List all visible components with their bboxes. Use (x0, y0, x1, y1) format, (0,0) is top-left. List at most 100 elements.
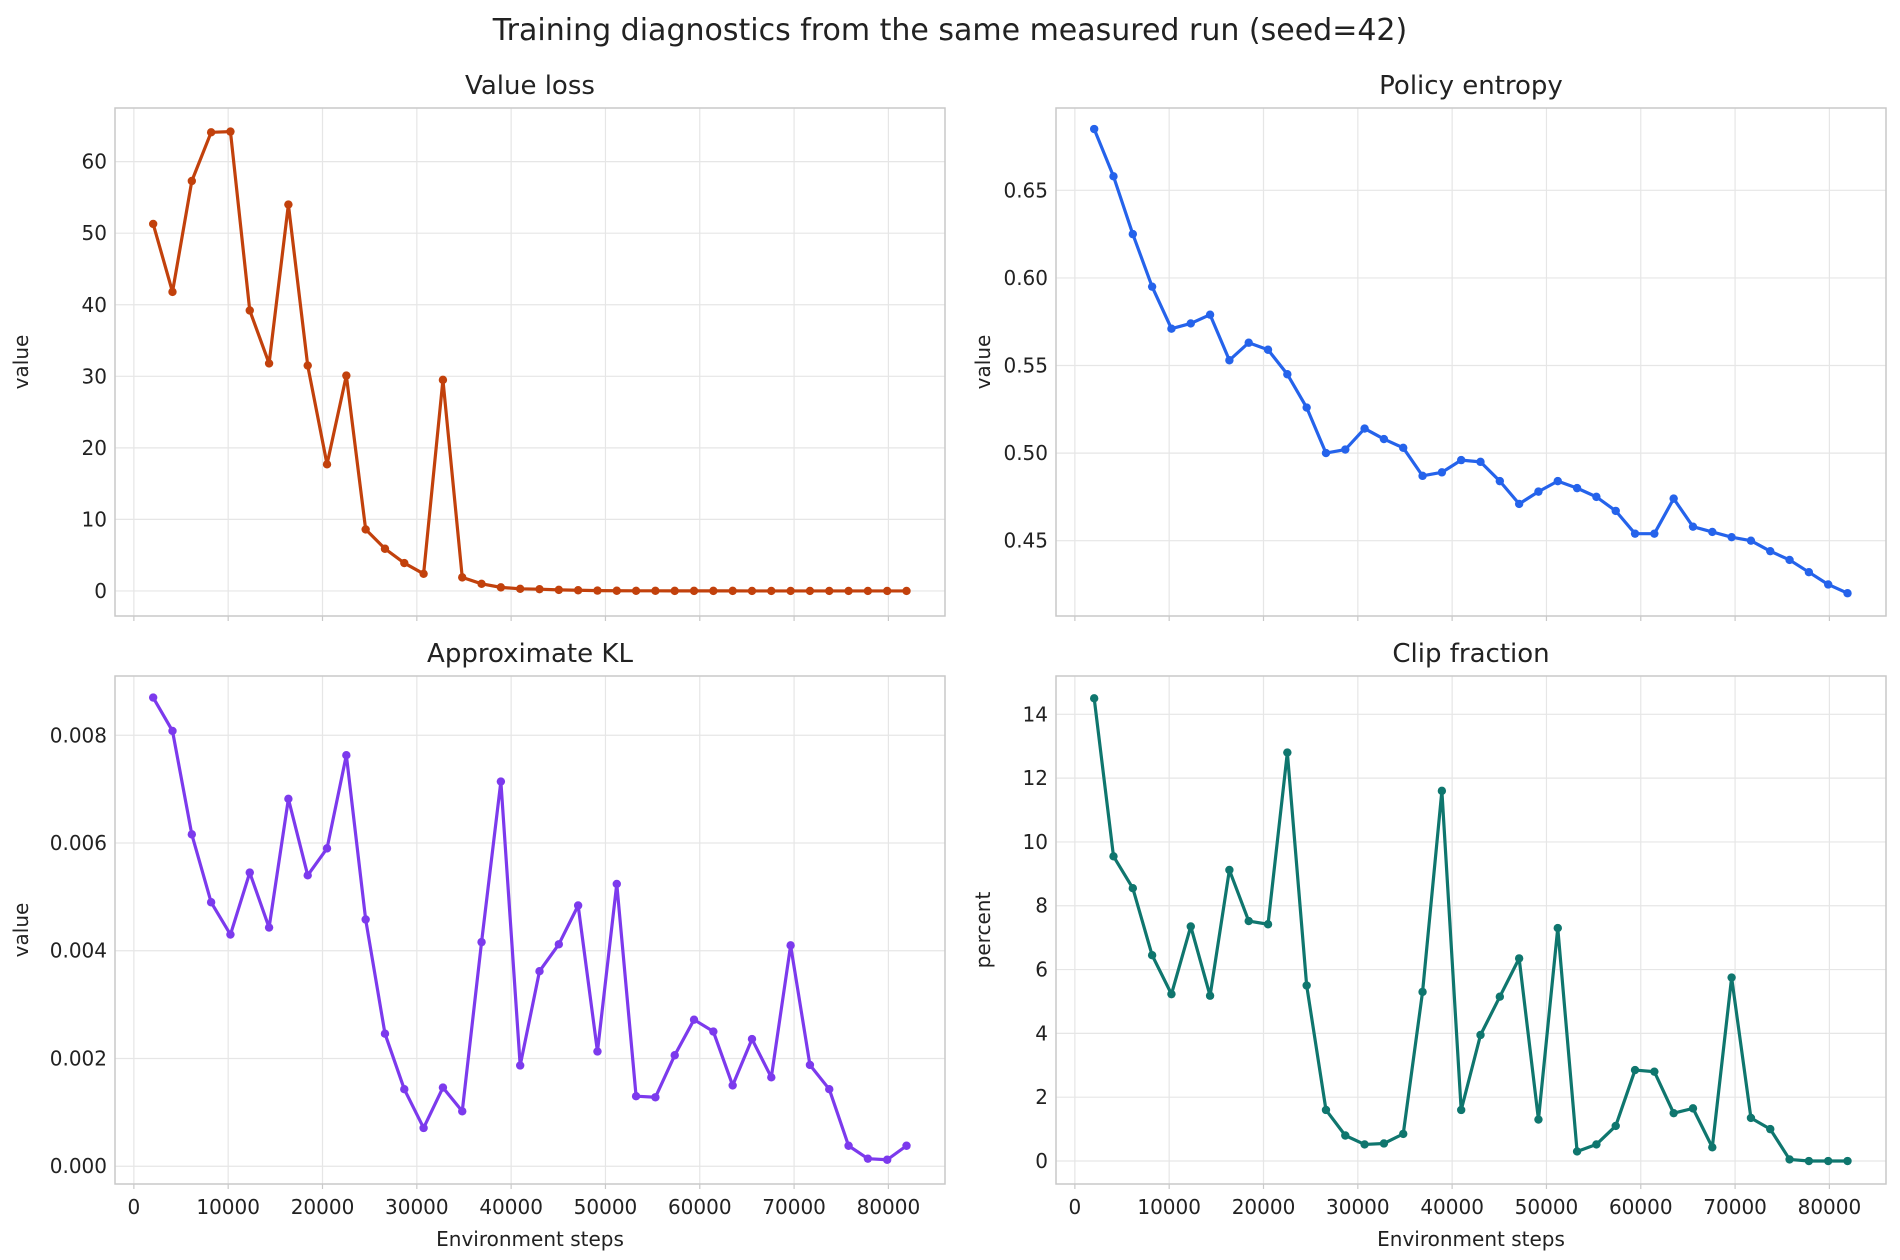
data-point (1611, 1121, 1620, 1131)
y-tick-label: 10 (1023, 830, 1048, 854)
data-point (458, 573, 467, 582)
x-tick-label: 10000 (196, 1195, 260, 1219)
data-point (458, 1107, 467, 1116)
data-point (1341, 445, 1350, 454)
x-tick-label: 50000 (574, 1195, 638, 1219)
data-point (1186, 319, 1195, 328)
data-point (1592, 492, 1601, 502)
data-point (322, 460, 332, 469)
data-point (1592, 1140, 1601, 1149)
data-point (342, 371, 351, 380)
data-point (1205, 991, 1215, 1000)
data-point (1669, 1108, 1678, 1118)
data-point (1611, 506, 1620, 516)
data-point (303, 361, 312, 370)
data-point (1379, 434, 1389, 444)
data-point (1534, 1115, 1543, 1124)
data-point (825, 1084, 834, 1094)
data-point (1109, 172, 1118, 181)
x-axis-label: Environment steps (1377, 1227, 1565, 1251)
panel-value-loss: 0 10 20 30 40 50 60 Value loss value (9, 71, 946, 621)
data-point (1128, 883, 1138, 893)
data-point (1437, 786, 1447, 796)
data-point (1437, 468, 1447, 477)
plot-frame (1055, 107, 1887, 617)
y-tick-label: 0.45 (1003, 529, 1048, 553)
y-tick-label: 0.000 (50, 1154, 107, 1178)
data-point (303, 871, 312, 880)
data-point (477, 937, 486, 947)
y-tick-label: 0 (94, 579, 107, 603)
data-point (1360, 424, 1369, 433)
data-point (187, 176, 197, 186)
panel-title: Value loss (465, 71, 595, 101)
data-point (1688, 522, 1698, 531)
data-point (1843, 589, 1852, 598)
data-point (419, 1123, 428, 1133)
data-point (1128, 229, 1138, 239)
data-point (1804, 1156, 1814, 1166)
data-point (361, 915, 370, 924)
data-point (1263, 920, 1273, 929)
data-point (1688, 1104, 1698, 1113)
data-point (1727, 973, 1736, 982)
data-point (535, 967, 544, 976)
y-tick-label: 0.65 (1003, 178, 1048, 202)
data-point (554, 940, 564, 949)
panel-approximate-kl: 0 10000 20000 30000 40000 50000 60000 70000 8000… (9, 639, 946, 1251)
data-point (1089, 694, 1099, 703)
figure-title: Training diagnostics from the same measu… (492, 13, 1407, 48)
data-point (1167, 324, 1176, 333)
y-tick-label: 0.55 (1003, 354, 1048, 378)
data-point (786, 941, 795, 950)
data-point (863, 1154, 873, 1163)
y-axis-label: value (9, 335, 33, 390)
data-point (651, 586, 660, 596)
data-point (1708, 1143, 1717, 1152)
data-point (264, 359, 274, 368)
data-point (1244, 916, 1253, 926)
data-point (1302, 981, 1311, 990)
data-point (825, 586, 834, 596)
y-tick-label: 6 (1035, 958, 1048, 982)
data-point (612, 879, 621, 889)
data-point (1244, 338, 1253, 347)
data-point (1089, 124, 1099, 134)
data-point (1572, 483, 1582, 493)
x-tick-label: 40000 (1420, 1195, 1484, 1219)
data-point (689, 1015, 699, 1024)
data-point (1147, 282, 1157, 291)
data-point (786, 586, 795, 596)
data-point (1553, 476, 1562, 486)
x-tick-label: 80000 (857, 1195, 921, 1219)
x-tick-label: 20000 (1232, 1195, 1296, 1219)
data-point (496, 583, 506, 592)
data-point (168, 726, 177, 736)
data-point (709, 586, 718, 596)
data-point (1418, 471, 1427, 481)
data-point (477, 579, 486, 589)
x-tick-label: 60000 (1609, 1195, 1673, 1219)
data-point (535, 584, 544, 594)
data-point (342, 750, 351, 760)
data-point (168, 287, 177, 297)
y-tick-label: 0.004 (50, 939, 107, 963)
data-point (1283, 370, 1292, 379)
data-point (322, 844, 332, 853)
data-point (1167, 989, 1176, 999)
data-point (747, 1034, 757, 1044)
data-point (1360, 1140, 1369, 1149)
data-point (1456, 455, 1466, 465)
data-point (902, 586, 911, 596)
data-point (883, 1155, 892, 1164)
data-point (1225, 356, 1234, 365)
data-point (1766, 546, 1775, 556)
data-point (148, 693, 158, 702)
data-point (245, 868, 254, 877)
y-tick-label: 0.60 (1003, 266, 1048, 290)
data-point (1321, 1105, 1331, 1115)
data-point (1456, 1105, 1466, 1115)
data-point (515, 584, 525, 594)
data-point (438, 1083, 448, 1092)
data-point (1495, 992, 1505, 1001)
